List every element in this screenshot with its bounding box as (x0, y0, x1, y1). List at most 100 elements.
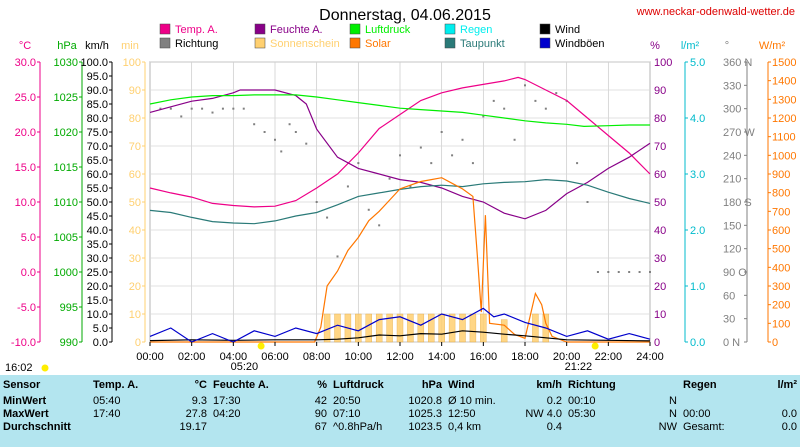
hum-val: 90 (314, 407, 327, 420)
axis-tick-label: 100 (654, 57, 672, 69)
axis-tick-label: 20 (654, 281, 666, 293)
direction-point (524, 84, 526, 87)
axis-tick-label: 0 (654, 337, 660, 349)
source-link[interactable]: www.neckar-odenwald-wetter.de (636, 6, 795, 18)
sunset-icon (591, 342, 599, 350)
axis-tick-label: 1000 (54, 267, 78, 279)
axis-tick-label: 5.0 (21, 232, 36, 244)
legend-label: Taupunkt (460, 38, 505, 50)
direction-point (274, 138, 276, 141)
x-tick-label: 10:00 (345, 351, 373, 363)
x-tick-label: 08:00 (303, 351, 331, 363)
axis-unit-right: l/m² (681, 40, 700, 52)
sunshine-bar (459, 313, 466, 343)
legend-label: Regen (460, 24, 492, 36)
x-tick-label: 22:00 (595, 351, 623, 363)
hdr-rain-unit: l/m² (777, 378, 797, 391)
rain-time: 00:00 (683, 407, 711, 420)
axis-tick-label: 40.0 (87, 225, 108, 237)
axis-tick-label: 60.0 (87, 169, 108, 181)
axis-tick-label: 900 (772, 169, 790, 181)
hum-time: 17:30 (213, 394, 241, 407)
direction-point (628, 271, 631, 273)
dir-time (565, 420, 635, 433)
axis-tick-label: 1005 (54, 232, 78, 244)
axis-tick-label: 70 (654, 141, 666, 153)
axis-tick-label: 40 (654, 225, 666, 237)
axis-tick-label: 1025 (54, 92, 78, 104)
press-time: 20:50 (333, 394, 361, 407)
axis-tick-label: 400 (772, 262, 790, 274)
direction-point (180, 115, 183, 118)
axis-unit-right: W/m² (759, 40, 786, 52)
temp-val: 27.8 (185, 407, 207, 420)
row-label: MaxWert (3, 407, 49, 420)
hdr-wind-unit: km/h (536, 378, 562, 391)
direction-point (534, 99, 537, 102)
stats-row-max: MaxWert 17:40 27.8 04:20 90 07:10 1025.3… (0, 407, 800, 420)
axis-tick-label: 25.0 (87, 267, 108, 279)
dir-val: NW (658, 420, 677, 433)
axis-tick-label: 1010 (54, 197, 78, 209)
sunshine-bar (480, 313, 487, 343)
chart-title: Donnerstag, 04.06.2015 (319, 7, 491, 24)
direction-point (288, 123, 291, 126)
sunshine-bar (500, 319, 508, 343)
daylength-label: 16:02 (5, 362, 33, 374)
hum-time: 04:20 (213, 407, 241, 420)
axis-tick-label: 95.0 (87, 71, 108, 83)
hdr-temp-unit: °C (194, 378, 207, 391)
axis-tick-label: 90 O (723, 267, 747, 279)
axis-tick-label: 60 (723, 290, 735, 302)
axis-tick-label: 700 (772, 206, 790, 218)
stats-table: Sensor Temp. A. °C Feuchte A. % Luftdruc… (0, 375, 800, 433)
axis-tick-label: 600 (772, 225, 790, 237)
press-time: ^0.8hPa/h (333, 420, 383, 433)
press-val: 1020.8 (408, 394, 442, 407)
legend-label: Sonnenschein (270, 38, 340, 50)
axis-tick-label: 1015 (54, 162, 78, 174)
x-tick-label: 14:00 (428, 351, 456, 363)
direction-point (638, 271, 641, 273)
direction-point (649, 271, 651, 273)
axis-tick-label: 10.0 (87, 309, 108, 321)
axis-tick-label: -10.0 (11, 337, 36, 349)
direction-point (482, 115, 485, 118)
wind-val: 0.4 (546, 420, 562, 433)
axis-tick-label: 55.0 (87, 183, 108, 195)
direction-point (544, 107, 547, 110)
stats-panel: Sensor Temp. A. °C Feuchte A. % Luftdruc… (0, 375, 800, 447)
series-line-temp-a- (149, 76, 651, 208)
series-line-wind (149, 330, 651, 342)
x-tick-label: 12:00 (386, 351, 414, 363)
axis-tick-label: 10.0 (15, 197, 36, 209)
hum-val: 67 (314, 420, 327, 433)
direction-point (367, 208, 370, 211)
direction-point (336, 255, 339, 258)
chart-grid (149, 61, 651, 343)
axis-tick-label: 30 (723, 314, 735, 326)
direction-point (503, 107, 506, 110)
direction-point (190, 107, 193, 110)
axis-tick-label: 20.0 (15, 127, 36, 139)
legend-swatch (254, 37, 266, 49)
axis-tick-label: 150 (723, 220, 741, 232)
legend-swatch (254, 23, 266, 35)
sunshine-bar (375, 313, 383, 343)
axis-tick-label: 0.0 (690, 337, 705, 349)
sunshine-bar (417, 313, 425, 343)
axis-tick-label: 70 (129, 141, 141, 153)
legend-label: Richtung (175, 38, 218, 50)
axis-unit-left: min (121, 40, 139, 52)
axis-tick-label: 120 (723, 244, 741, 256)
sunrise-label: 05:20 (231, 361, 259, 373)
axis-tick-label: 5.0 (690, 57, 705, 69)
axis-tick-label: 30 (654, 253, 666, 265)
x-tick-label: 00:00 (136, 351, 164, 363)
wind-time: 0,4 km (448, 420, 482, 433)
axis-tick-label: 2.0 (690, 225, 705, 237)
direction-point (263, 131, 266, 133)
x-tick-label: 16:00 (470, 351, 498, 363)
axis-tick-label: 25.0 (15, 92, 36, 104)
